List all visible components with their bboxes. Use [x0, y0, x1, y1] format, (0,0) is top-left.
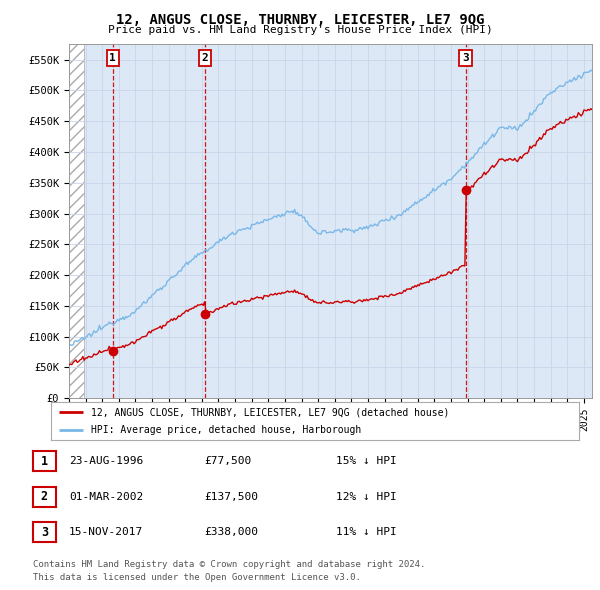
- Text: 2: 2: [41, 490, 48, 503]
- Text: 12% ↓ HPI: 12% ↓ HPI: [336, 492, 397, 502]
- Text: 01-MAR-2002: 01-MAR-2002: [69, 492, 143, 502]
- Text: 12, ANGUS CLOSE, THURNBY, LEICESTER, LE7 9QG: 12, ANGUS CLOSE, THURNBY, LEICESTER, LE7…: [116, 13, 484, 27]
- Text: 11% ↓ HPI: 11% ↓ HPI: [336, 527, 397, 537]
- Text: 12, ANGUS CLOSE, THURNBY, LEICESTER, LE7 9QG (detached house): 12, ANGUS CLOSE, THURNBY, LEICESTER, LE7…: [91, 408, 449, 417]
- Text: Price paid vs. HM Land Registry's House Price Index (HPI): Price paid vs. HM Land Registry's House …: [107, 25, 493, 35]
- Text: 1: 1: [109, 53, 116, 63]
- Text: This data is licensed under the Open Government Licence v3.0.: This data is licensed under the Open Gov…: [33, 573, 361, 582]
- Text: £338,000: £338,000: [204, 527, 258, 537]
- Text: £77,500: £77,500: [204, 457, 251, 466]
- Text: 3: 3: [41, 526, 48, 539]
- Text: HPI: Average price, detached house, Harborough: HPI: Average price, detached house, Harb…: [91, 425, 361, 434]
- Text: 3: 3: [462, 53, 469, 63]
- Text: £137,500: £137,500: [204, 492, 258, 502]
- Text: 23-AUG-1996: 23-AUG-1996: [69, 457, 143, 466]
- Text: 1: 1: [41, 455, 48, 468]
- Text: 15% ↓ HPI: 15% ↓ HPI: [336, 457, 397, 466]
- Text: 15-NOV-2017: 15-NOV-2017: [69, 527, 143, 537]
- Text: Contains HM Land Registry data © Crown copyright and database right 2024.: Contains HM Land Registry data © Crown c…: [33, 560, 425, 569]
- Text: 2: 2: [202, 53, 208, 63]
